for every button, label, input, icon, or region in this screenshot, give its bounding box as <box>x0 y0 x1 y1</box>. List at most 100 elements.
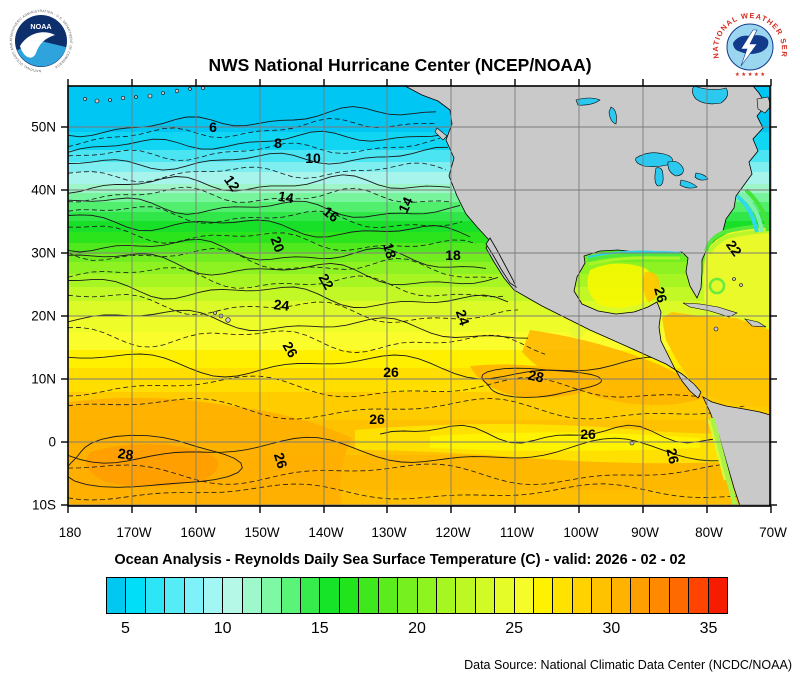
colorbar-cell <box>475 578 496 613</box>
colorbar-cell <box>553 578 573 613</box>
svg-text:50N: 50N <box>31 120 56 135</box>
colorbar-cell <box>417 578 437 613</box>
colorbar-cell <box>514 578 534 613</box>
svg-text:90W: 90W <box>631 525 659 540</box>
colorbar-tick-label: 15 <box>310 620 329 637</box>
colorbar-cell <box>184 578 205 613</box>
nws-logo: NATIONAL WEATHER SERVICE ★ ★ ★ ★ ★ <box>708 4 788 78</box>
colorbar-cell <box>165 578 185 613</box>
svg-text:26: 26 <box>580 426 596 442</box>
coastal-water-patches <box>587 188 770 506</box>
island-newfoundland <box>756 96 772 114</box>
svg-text:24: 24 <box>453 308 473 328</box>
islands <box>83 86 772 446</box>
svg-text:150W: 150W <box>244 525 280 540</box>
colorbar-cell <box>630 578 651 613</box>
svg-text:8: 8 <box>274 135 282 151</box>
svg-text:20N: 20N <box>31 309 56 324</box>
colorbar-tick-label: 30 <box>602 620 621 637</box>
svg-text:26: 26 <box>369 411 385 427</box>
colorbar-cell <box>533 578 554 613</box>
svg-text:20: 20 <box>268 234 288 254</box>
colorbar-tick-labels: 5 10 15 20 25 30 35 <box>0 620 800 642</box>
svg-text:14: 14 <box>395 194 416 215</box>
svg-text:10S: 10S <box>32 498 56 513</box>
colorbar-cell <box>145 578 166 613</box>
noaa-seagull-icon <box>20 32 55 58</box>
svg-text:120W: 120W <box>435 525 471 540</box>
svg-text:80W: 80W <box>695 525 723 540</box>
svg-text:10N: 10N <box>31 372 56 387</box>
nws-stars: ★ ★ ★ ★ ★ <box>735 72 765 78</box>
svg-text:140W: 140W <box>308 525 344 540</box>
hudson-bay <box>692 85 728 105</box>
colorbar-cell <box>495 578 515 613</box>
colorbar-cell <box>650 578 670 613</box>
colorbar-cell <box>262 578 282 613</box>
colorbar-cell <box>204 578 224 613</box>
svg-text:130W: 130W <box>371 525 407 540</box>
colorbar-cell <box>339 578 360 613</box>
island-cuba <box>682 302 738 318</box>
svg-text:180: 180 <box>59 525 82 540</box>
colorbar-tick-label: 25 <box>505 620 524 637</box>
data-source-note: Data Source: National Climatic Data Cent… <box>464 658 792 672</box>
island-jamaica <box>713 326 719 332</box>
lake-ontario <box>694 172 709 181</box>
colorbar-cell <box>572 578 593 613</box>
colorbar-cell <box>669 578 690 613</box>
svg-text:24: 24 <box>273 296 290 314</box>
page-title: NWS National Hurricane Center (NCEP/NOAA… <box>208 55 592 75</box>
noaa-logo: NATIONAL OCEANIC AND ATMOSPHERIC ADMINIS… <box>8 8 74 74</box>
svg-text:6: 6 <box>209 119 217 135</box>
svg-text:22: 22 <box>316 271 338 293</box>
colorbar-cell <box>301 578 321 613</box>
svg-text:170W: 170W <box>116 525 152 540</box>
svg-text:26: 26 <box>651 285 671 304</box>
svg-text:160W: 160W <box>180 525 216 540</box>
colorbar-cell <box>242 578 263 613</box>
map-caption: Ocean Analysis - Reynolds Daily Sea Surf… <box>114 552 686 568</box>
svg-text:70W: 70W <box>759 525 787 540</box>
svg-text:26: 26 <box>280 339 302 361</box>
island-vancouver <box>434 127 448 141</box>
colorbar-tick-label: 10 <box>213 620 232 637</box>
colorbar-cell <box>436 578 457 613</box>
colorbar-cell <box>320 578 340 613</box>
svg-text:10: 10 <box>305 150 321 166</box>
nws-lightning-bolt-icon <box>740 29 758 67</box>
svg-text:30N: 30N <box>31 246 56 261</box>
svg-text:100W: 100W <box>563 525 599 540</box>
svg-text:14: 14 <box>277 188 295 206</box>
lake-erie <box>679 179 698 189</box>
svg-text:28: 28 <box>527 367 546 386</box>
svg-text:18: 18 <box>380 241 400 260</box>
colorbar-cell <box>398 578 418 613</box>
colorbar-cell <box>281 578 302 613</box>
colorbar-tick-label: 35 <box>699 620 718 637</box>
colorbar-cell <box>592 578 612 613</box>
land-baja-california <box>485 237 517 289</box>
colorbar-cell <box>378 578 399 613</box>
svg-text:0: 0 <box>48 435 56 450</box>
colorbar-cell <box>708 578 727 613</box>
svg-text:110W: 110W <box>500 525 535 540</box>
noaa-label: NOAA <box>30 22 51 31</box>
lake-michigan <box>654 167 664 187</box>
svg-text:40N: 40N <box>31 183 56 198</box>
colorbar-tick-label: 20 <box>408 620 426 637</box>
svg-text:18: 18 <box>445 247 461 263</box>
colorbar-cell <box>126 578 146 613</box>
island-hispaniola <box>744 318 767 328</box>
svg-text:28: 28 <box>117 445 135 463</box>
colorbar-cell <box>611 578 631 613</box>
svg-text:26: 26 <box>383 364 399 380</box>
svg-text:26: 26 <box>271 451 291 471</box>
colorbar-cell <box>359 578 379 613</box>
colorbar-cell <box>689 578 709 613</box>
lake-huron <box>667 160 684 177</box>
colorbar-cell <box>107 578 127 613</box>
